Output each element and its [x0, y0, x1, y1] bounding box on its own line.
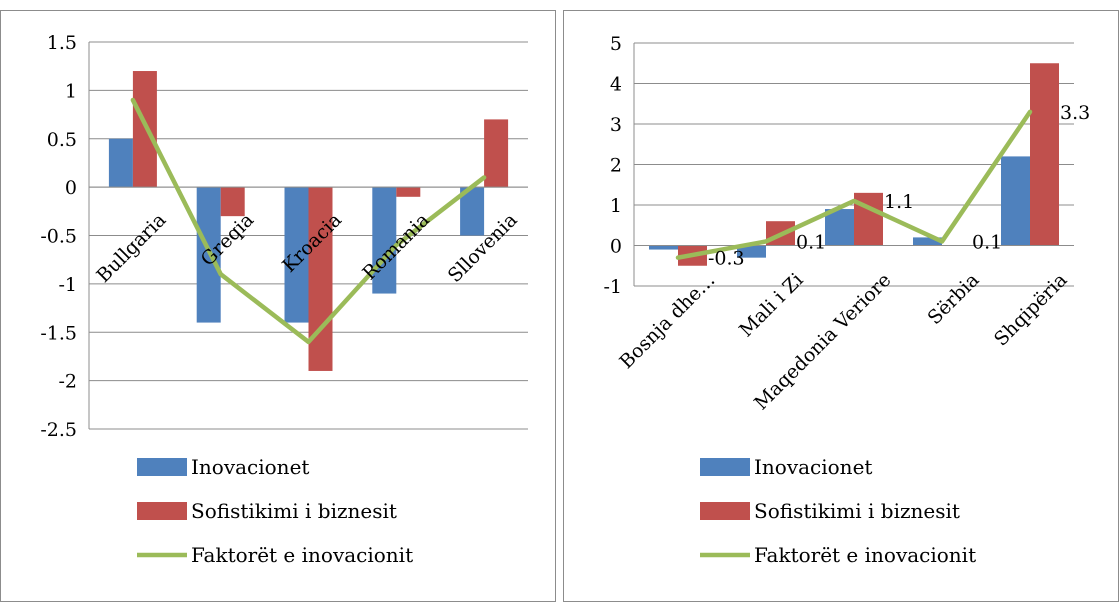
data-label-1: 0.1 [796, 231, 826, 253]
left-chart-panel: 1.5 1 0.5 0 -0.5 -1 -1.5 -2 -2.5 Bullgaria Greqia K… [0, 10, 556, 602]
bar-inovacionet-3 [372, 187, 397, 294]
bar-inovacionet-4 [1001, 156, 1030, 246]
y-tick-label: -1 [603, 276, 622, 298]
y-tick-label: 0.5 [47, 129, 77, 151]
bar-sofistikimi-3 [396, 187, 421, 197]
legend-swatch [700, 458, 750, 476]
legend-swatch [137, 458, 187, 476]
legend-label: Inovacionet [191, 455, 309, 479]
category-label-4: Shqipëria [990, 269, 1072, 351]
data-label-0: -0.3 [708, 248, 745, 270]
bar-inovacionet-2 [825, 209, 854, 246]
y-tick-label: 1.5 [47, 32, 77, 54]
y-tick-label: -1.5 [40, 322, 77, 344]
legend-label: Faktorët e inovacionit [754, 543, 976, 567]
legend-item-1: Sofistikimi i biznesit [137, 499, 397, 523]
data-label-4: 3.3 [1060, 102, 1090, 124]
legend-item-0: Inovacionet [137, 455, 309, 479]
right-chart: 5 4 3 2 1 0 -1 -0.3 0.1 1.1 0.1 3.3 Bosnja dhe… Mali … [603, 33, 1090, 567]
legend-label: Sofistikimi i biznesit [754, 499, 960, 523]
line-faktoret [130, 97, 487, 345]
bar-sofistikimi-4 [484, 119, 509, 188]
bar-sofistikimi-1 [220, 187, 245, 217]
bar-inovacionet-0 [108, 138, 133, 188]
y-tick-label: 1 [65, 80, 77, 102]
y-tick-label: 1 [610, 195, 622, 217]
y-tick-label: -2.5 [40, 419, 77, 441]
category-label-1: Mali i Zi [735, 269, 807, 341]
legend-item-1: Sofistikimi i biznesit [700, 499, 960, 523]
legend-item-2: Faktorët e inovacionit [137, 543, 413, 567]
legend-label: Inovacionet [754, 455, 872, 479]
legend-label: Sofistikimi i biznesit [191, 499, 397, 523]
legend-item-0: Inovacionet [700, 455, 872, 479]
bar-inovacionet-0 [649, 245, 678, 250]
legend-item-2: Faktorët e inovacionit [700, 543, 976, 567]
bar-sofistikimi-0 [132, 71, 157, 188]
bar-inovacionet-1 [737, 245, 766, 258]
y-tick-label: 5 [610, 33, 622, 55]
y-tick-label: 2 [610, 155, 622, 177]
y-tick-label: 0 [610, 236, 622, 258]
bar-inovacionet-3 [913, 237, 942, 246]
data-label-3: 0.1 [972, 231, 1002, 253]
bar-sofistikimi-4 [1030, 63, 1059, 246]
legend-swatch [700, 502, 750, 520]
y-tick-label: -1 [58, 274, 77, 296]
bar-inovacionet-2 [284, 187, 309, 323]
category-label-0: Bosnja dhe… [615, 269, 719, 373]
category-label-3: Sërbia [923, 269, 983, 329]
data-label-2: 1.1 [884, 191, 914, 213]
legend-label: Faktorët e inovacionit [191, 543, 413, 567]
y-tick-label: 4 [610, 74, 622, 96]
y-tick-label: -0.5 [40, 226, 77, 248]
category-label-0: Bullgaria [92, 209, 170, 287]
right-chart-panel: 5 4 3 2 1 0 -1 -0.3 0.1 1.1 0.1 3.3 Bosnja dhe… Mali … [563, 10, 1119, 602]
line-faktoret [675, 109, 1033, 260]
y-tick-label: -2 [58, 371, 77, 393]
y-tick-label: 3 [610, 114, 622, 136]
legend-swatch [137, 502, 187, 520]
y-tick-label: 0 [65, 177, 77, 199]
